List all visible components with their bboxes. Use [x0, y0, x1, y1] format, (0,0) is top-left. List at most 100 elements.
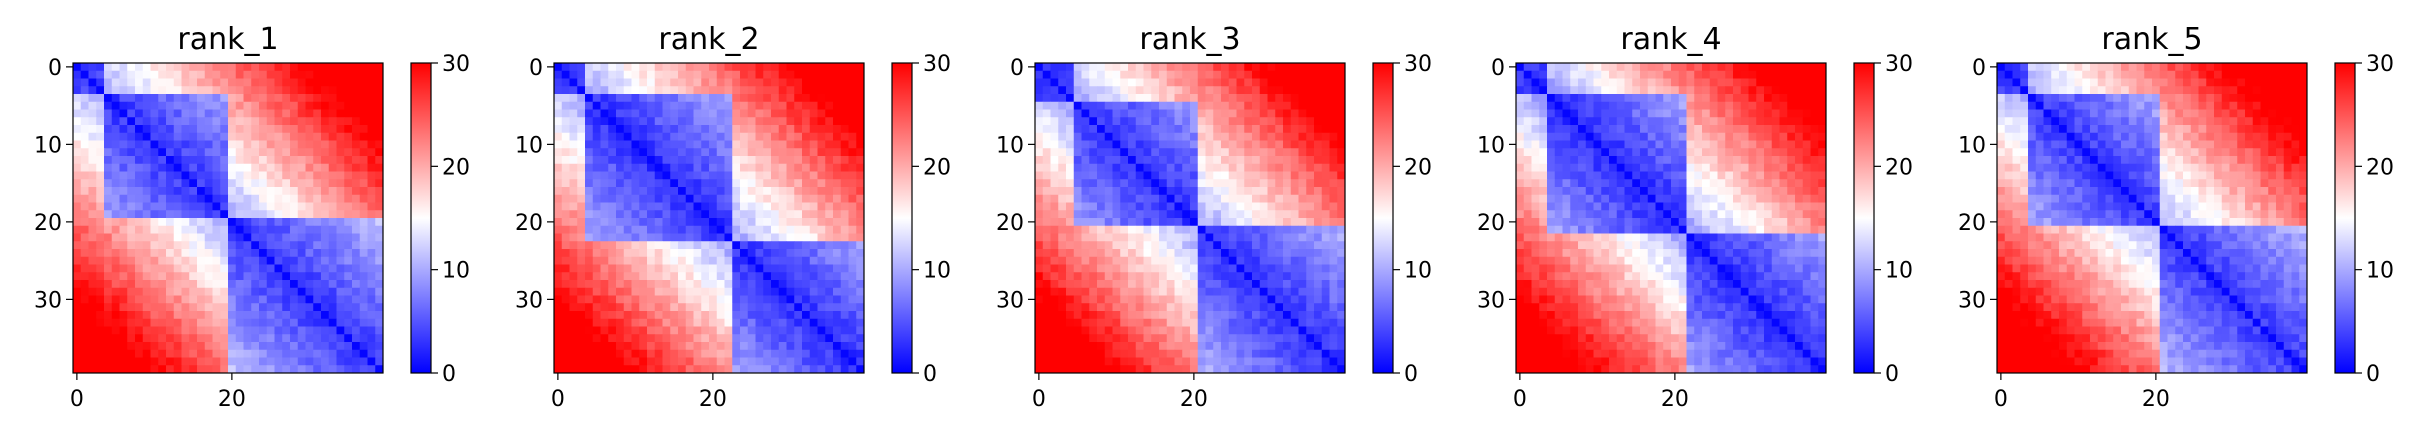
- heatmap-cell: [763, 132, 772, 141]
- heatmap-cell: [1058, 187, 1067, 196]
- heatmap-cell: [1298, 171, 1307, 180]
- heatmap-cell: [693, 303, 702, 312]
- heatmap-cell: [1329, 342, 1338, 351]
- heatmap-cell: [1197, 311, 1206, 320]
- heatmap-cell: [259, 86, 268, 95]
- heatmap-cell: [802, 70, 811, 79]
- heatmap-cell: [1244, 272, 1253, 281]
- heatmap-cell: [716, 318, 725, 327]
- heatmap-cell: [375, 334, 384, 343]
- heatmap-cell: [786, 272, 795, 281]
- heatmap-cell: [1252, 303, 1261, 312]
- heatmap-cell: [1275, 365, 1284, 374]
- heatmap-cell: [135, 225, 144, 234]
- heatmap-cell: [740, 225, 749, 234]
- heatmap-cell: [771, 171, 780, 180]
- heatmap-cell: [600, 365, 609, 374]
- heatmap-cell: [1290, 318, 1299, 327]
- heatmap-cell: [600, 295, 609, 304]
- heatmap-cell: [173, 287, 182, 296]
- heatmap-cell: [802, 109, 811, 118]
- heatmap-cell: [173, 342, 182, 351]
- heatmap-cell: [313, 287, 322, 296]
- heatmap-cell: [600, 70, 609, 79]
- heatmap-cell: [135, 256, 144, 265]
- heatmap-cell: [1089, 163, 1098, 172]
- heatmap-cell: [336, 349, 345, 358]
- heatmap-cell: [1221, 63, 1230, 72]
- heatmap-cell: [127, 249, 136, 258]
- heatmap-cell: [1290, 349, 1299, 358]
- heatmap-cell: [732, 125, 741, 134]
- heatmap-cell: [693, 63, 702, 72]
- heatmap-cell: [1128, 342, 1137, 351]
- heatmap-cell: [228, 280, 237, 289]
- heatmap-cell: [1166, 140, 1175, 149]
- heatmap-cell: [631, 311, 640, 320]
- heatmap-cell: [577, 70, 586, 79]
- heatmap-cell: [1058, 94, 1067, 103]
- heatmap-cell: [251, 210, 260, 219]
- heatmap-cell: [1159, 303, 1168, 312]
- heatmap-cell: [1275, 295, 1284, 304]
- heatmap-cell: [1570, 78, 1579, 87]
- heatmap-cell: [321, 218, 330, 227]
- heatmap-cell: [243, 117, 252, 126]
- heatmap-cell: [305, 349, 314, 358]
- heatmap-cell: [1306, 101, 1315, 110]
- heatmap-cell: [755, 117, 764, 126]
- heatmap-cell: [1042, 101, 1051, 110]
- heatmap-cell: [693, 342, 702, 351]
- heatmap-cell: [1066, 365, 1075, 374]
- heatmap-cell: [554, 334, 563, 343]
- heatmap-cell: [740, 125, 749, 134]
- heatmap-cell: [716, 94, 725, 103]
- heatmap-cell: [1182, 326, 1191, 335]
- heatmap-cell: [755, 287, 764, 296]
- heatmap-cell: [1182, 264, 1191, 273]
- heatmap-cell: [352, 125, 361, 134]
- heatmap-cell: [631, 94, 640, 103]
- heatmap-cell: [1159, 94, 1168, 103]
- heatmap-cell: [709, 349, 718, 358]
- heatmap-cell: [88, 303, 97, 312]
- heatmap-cell: [1035, 117, 1044, 126]
- heatmap-cell: [1128, 194, 1137, 203]
- heatmap-cell: [716, 140, 725, 149]
- heatmap-cell: [856, 318, 865, 327]
- heatmap-cell: [771, 318, 780, 327]
- heatmap-cell: [1314, 179, 1323, 188]
- heatmap-cell: [569, 272, 578, 281]
- heatmap-cell: [809, 148, 818, 157]
- heatmap-cell: [701, 171, 710, 180]
- heatmap-cell: [786, 218, 795, 227]
- heatmap-cell: [561, 272, 570, 281]
- heatmap-cell: [840, 311, 849, 320]
- heatmap-cell: [375, 311, 384, 320]
- heatmap-cell: [290, 70, 299, 79]
- heatmap-cell: [135, 311, 144, 320]
- heatmap-cell: [282, 303, 291, 312]
- heatmap-cell: [1190, 334, 1199, 343]
- heatmap-cell: [1035, 194, 1044, 203]
- heatmap-cell: [794, 210, 803, 219]
- heatmap-cell: [266, 311, 275, 320]
- heatmap-cell: [1135, 109, 1144, 118]
- heatmap-cell: [647, 233, 656, 242]
- heatmap-cell: [616, 264, 625, 273]
- heatmap-cell: [600, 101, 609, 110]
- heatmap-cell: [158, 365, 167, 374]
- heatmap-cell: [189, 287, 198, 296]
- heatmap-cell: [740, 349, 749, 358]
- heatmap-cell: [709, 70, 718, 79]
- heatmap-cell: [1128, 163, 1137, 172]
- colorbar-tick-label: 10: [442, 259, 470, 284]
- heatmap-cell: [1073, 125, 1082, 134]
- heatmap-cell: [142, 179, 151, 188]
- heatmap-cell: [173, 318, 182, 327]
- heatmap-cell: [840, 318, 849, 327]
- heatmap-cell: [1236, 241, 1245, 250]
- heatmap-cell: [763, 78, 772, 87]
- heatmap-cell: [1702, 63, 1711, 72]
- heatmap-cell: [1259, 125, 1268, 134]
